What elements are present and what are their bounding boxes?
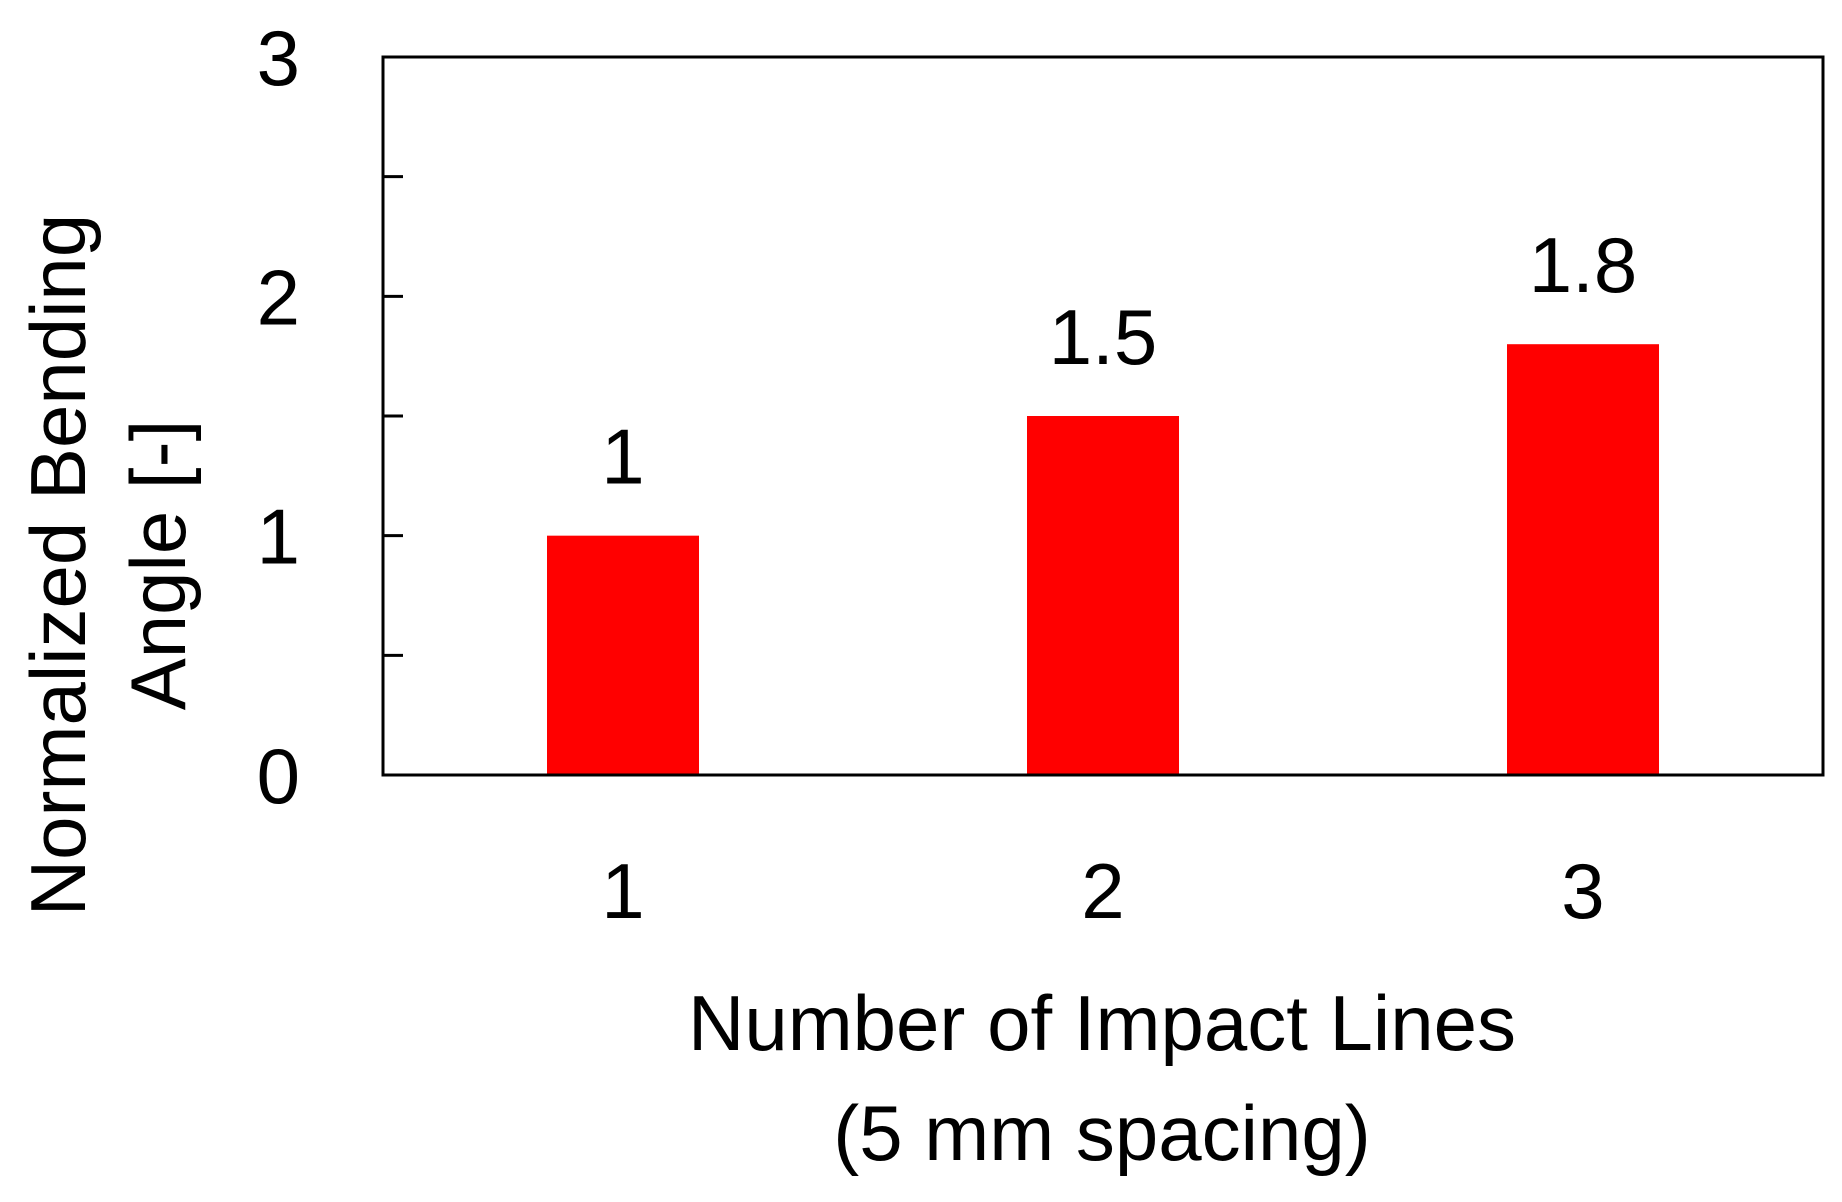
x-tick-label-3: 3 — [1561, 847, 1604, 935]
y-tick-label-3: 3 — [257, 14, 300, 102]
y-axis-title-line-2: Angle [-] — [114, 420, 202, 710]
data-label-3: 1.8 — [1529, 221, 1637, 309]
tick-labels: 1 1 1.5 2 1.8 3 0 1 2 3 — [257, 14, 1638, 935]
data-label-1: 1 — [601, 413, 644, 501]
x-axis-title: Number of Impact Lines (5 mm spacing) — [688, 979, 1516, 1177]
y-tick-label-1: 1 — [257, 493, 300, 581]
y-axis-ticks — [383, 55, 403, 777]
x-axis-title-line-1: Number of Impact Lines — [688, 979, 1516, 1067]
bar-3 — [1507, 344, 1659, 775]
x-tick-label-1: 1 — [601, 847, 644, 935]
data-label-2: 1.5 — [1049, 293, 1157, 381]
y-tick-label-0: 0 — [257, 732, 300, 820]
y-axis-title-line-1: Normalized Bending — [14, 214, 102, 916]
bar-1 — [547, 535, 699, 775]
bars-layer — [547, 344, 1659, 775]
y-axis-title: Normalized Bending Angle [-] — [14, 214, 202, 916]
x-axis-title-line-2: (5 mm spacing) — [833, 1089, 1370, 1177]
y-tick-label-2: 2 — [257, 253, 300, 341]
x-tick-label-2: 2 — [1081, 847, 1124, 935]
bar-2 — [1027, 416, 1179, 775]
